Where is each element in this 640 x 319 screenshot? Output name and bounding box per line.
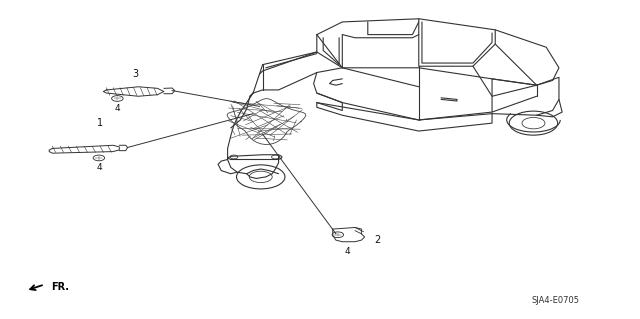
- Text: 4: 4: [96, 163, 102, 172]
- Text: SJA4-E0705: SJA4-E0705: [532, 296, 580, 305]
- Text: FR.: FR.: [51, 282, 69, 292]
- Text: 1: 1: [97, 118, 103, 128]
- Text: 2: 2: [374, 235, 380, 245]
- Text: 4: 4: [115, 104, 120, 113]
- Text: 3: 3: [132, 69, 138, 79]
- Text: 4: 4: [344, 248, 350, 256]
